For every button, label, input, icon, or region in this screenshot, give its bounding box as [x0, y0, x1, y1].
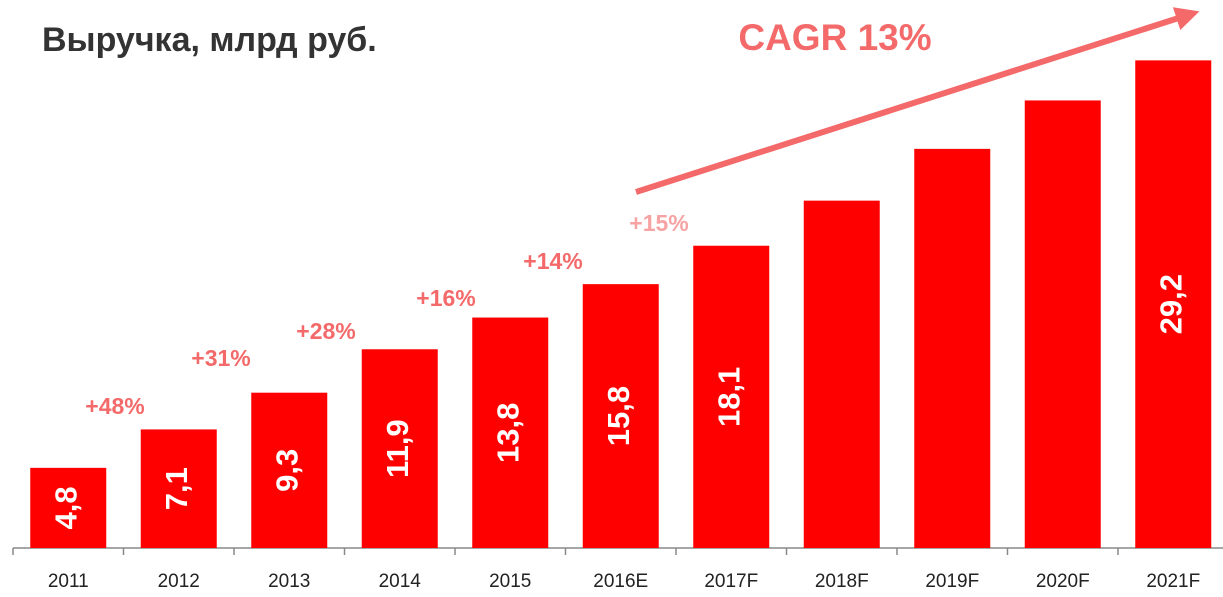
- x-tick-label: 2017F: [704, 571, 758, 592]
- value-label: 7,1: [159, 467, 194, 510]
- bar: [1024, 100, 1101, 548]
- chart-title: Выручка, млрд руб.: [42, 21, 377, 59]
- x-tick-label: 2019F: [925, 571, 979, 592]
- x-tick-label: 2011: [48, 571, 89, 592]
- growth-label: +14%: [523, 248, 582, 274]
- bar: [914, 148, 991, 548]
- x-tick-label: 2018F: [815, 571, 869, 592]
- bar: [693, 245, 770, 549]
- growth-label: +15%: [629, 210, 688, 236]
- x-tick-label: 2020F: [1036, 571, 1090, 592]
- bar: [803, 200, 880, 548]
- bar: [30, 467, 107, 548]
- growth-label: +28%: [296, 318, 355, 344]
- growth-label: +31%: [191, 345, 250, 371]
- bar: [472, 317, 549, 548]
- value-label: 9,3: [269, 449, 304, 492]
- bar: [1135, 60, 1212, 549]
- value-label: 11,9: [380, 419, 415, 478]
- growth-label: +48%: [85, 393, 144, 419]
- value-label: 13,8: [490, 403, 525, 463]
- cagr-arrow: [635, 7, 1200, 195]
- x-tick-label: 2021F: [1146, 571, 1200, 592]
- bar: [361, 349, 438, 548]
- x-tick-label: 2013: [268, 571, 310, 592]
- growth-label: +16%: [416, 285, 475, 311]
- value-label: 29,2: [1153, 274, 1188, 334]
- x-tick-label: 2015: [489, 571, 531, 592]
- bar: [582, 284, 659, 548]
- x-tick-label: 2016E: [593, 571, 648, 592]
- cagr-label: CAGR 13%: [738, 17, 931, 58]
- value-label: 4,8: [48, 486, 83, 529]
- x-tick-label: 2014: [379, 571, 422, 592]
- bar: [140, 429, 217, 548]
- value-label: 15,8: [601, 386, 636, 446]
- bar: [251, 392, 328, 548]
- value-label: 18,1: [711, 367, 746, 427]
- x-tick-label: 2012: [158, 571, 200, 592]
